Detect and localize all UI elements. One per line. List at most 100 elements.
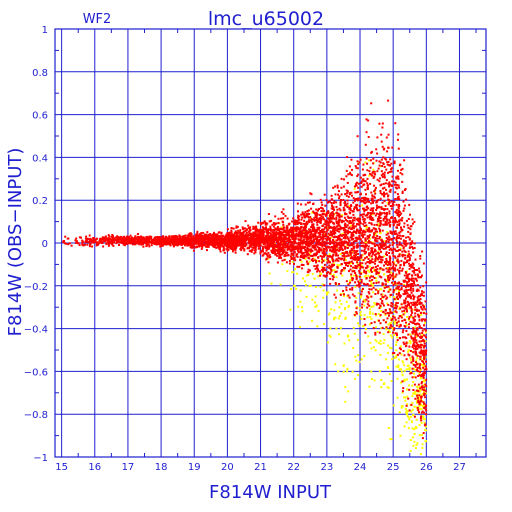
red-point [366,230,369,233]
red-point [309,228,312,231]
red-point [232,248,235,250]
yellow-point [341,232,344,235]
red-point [418,351,421,354]
red-point [286,254,289,257]
red-point [386,317,389,320]
red-point [400,348,402,351]
red-point [311,234,314,237]
red-point [81,242,84,245]
red-point [381,259,384,262]
red-point [413,271,416,274]
red-point [195,241,198,244]
red-point [407,250,410,253]
red-point [309,254,312,257]
red-point [384,182,387,185]
red-point [374,288,377,291]
red-point [332,247,335,250]
red-point [397,212,399,215]
red-point [387,182,390,185]
red-point [75,240,78,243]
yellow-point [422,379,425,382]
red-point [328,227,331,230]
red-point [360,244,363,247]
red-point [316,223,319,226]
red-point [379,230,381,233]
red-point [315,216,318,218]
red-point [213,239,216,242]
red-point [385,179,388,182]
red-point [417,409,420,412]
red-point [207,236,210,239]
yellow-point [405,409,408,412]
red-point [378,331,381,334]
red-point [396,305,399,308]
red-point [348,262,350,265]
yellow-point [398,368,401,371]
red-point [345,218,347,221]
red-point [401,269,404,272]
red-point [325,214,328,217]
yellow-point [423,380,426,383]
red-point [396,240,398,243]
red-point [393,316,396,319]
red-point [296,255,299,258]
red-point [392,221,395,224]
red-point [410,403,413,406]
red-point [284,246,287,249]
red-point [340,193,343,196]
yellow-point [333,317,336,320]
red-point [377,290,380,293]
red-point [161,244,163,247]
yellow-point [387,344,389,347]
yellow-point [374,349,377,352]
red-point [396,302,399,305]
red-point [379,217,382,219]
yellow-point [321,266,323,269]
red-point [400,226,402,229]
yellow-point [418,397,421,400]
red-point [393,200,396,203]
yellow-point [319,286,322,288]
red-point [360,182,363,184]
red-point [129,241,132,244]
red-point [336,248,339,251]
red-point [266,236,269,239]
yellow-point [325,291,328,294]
yellow-point [327,291,330,294]
red-point [350,235,353,238]
yellow-point [416,386,419,389]
red-point [425,378,428,381]
red-point [309,239,312,242]
red-point [380,170,383,173]
yellow-point [347,334,350,337]
red-point [412,351,415,354]
red-point [351,270,354,273]
red-point [253,244,256,246]
red-point [420,415,423,418]
red-point [368,240,370,243]
red-point [343,178,345,181]
red-point [352,262,354,265]
red-point [250,250,253,253]
red-point [352,243,355,246]
red-point [267,247,269,250]
yellow-point [354,355,357,358]
red-point [342,267,345,269]
red-point [364,243,367,245]
red-point [402,336,404,339]
yellow-point [411,421,413,424]
red-point [332,186,335,189]
red-point [269,225,272,228]
red-point [199,237,202,240]
red-point [398,237,400,240]
red-point [288,234,291,237]
yellow-point [333,309,336,312]
red-point [359,226,362,229]
red-point [348,250,351,253]
red-point [424,329,427,332]
red-point [405,198,408,201]
yellow-point [290,288,293,291]
red-point [313,234,316,237]
red-point [414,308,417,311]
red-point [394,275,397,278]
